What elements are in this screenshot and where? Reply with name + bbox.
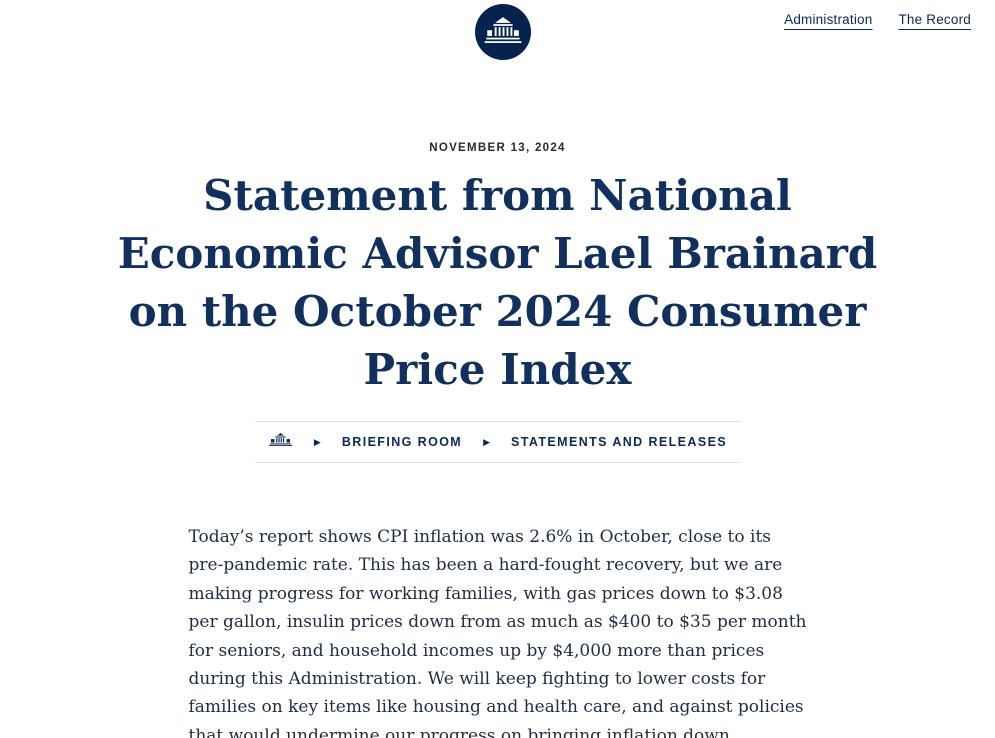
chevron-right-icon: ▶ [483, 436, 491, 447]
chevron-right-icon: ▶ [313, 436, 321, 447]
breadcrumb-home-link[interactable] [268, 433, 293, 451]
site-header: Administration The Record [0, 0, 995, 64]
breadcrumb-item-briefing-room[interactable]: BRIEFING ROOM [341, 435, 463, 449]
nav-link-administration[interactable]: Administration [784, 12, 873, 27]
white-house-icon [268, 433, 293, 451]
page-title: Statement from National Economic Advisor… [117, 171, 878, 394]
breadcrumb: ▶ BRIEFING ROOM ▶ STATEMENTS AND RELEASE… [254, 421, 741, 463]
top-nav: Administration The Record [784, 12, 971, 27]
nav-link-the-record[interactable]: The Record [898, 12, 971, 27]
article-date: NOVEMBER 13, 2024 [429, 142, 566, 154]
breadcrumb-item-statements-and-releases[interactable]: STATEMENTS AND RELEASES [511, 435, 728, 449]
white-house-seal-icon[interactable] [475, 4, 531, 60]
article-body-paragraph: Today’s report shows CPI inflation was 2… [188, 527, 807, 738]
